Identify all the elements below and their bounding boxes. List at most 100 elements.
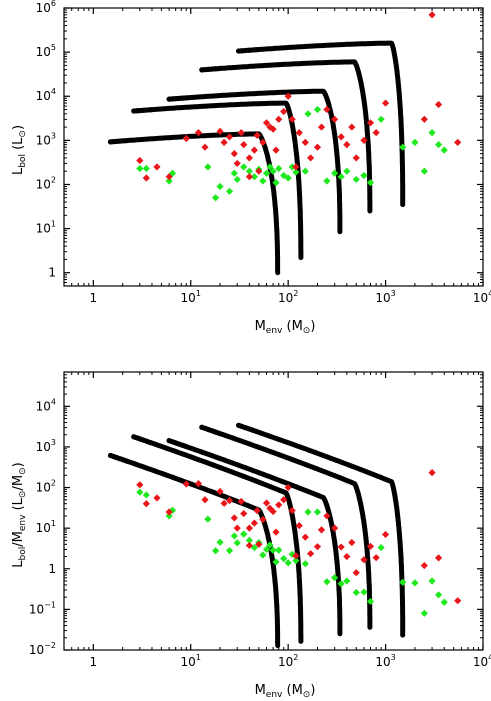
track-point <box>252 47 259 53</box>
x-tick-label: 102 <box>278 289 298 305</box>
x-tick-label: 103 <box>375 653 395 669</box>
green-data-point <box>366 597 375 606</box>
y-tick-label: 10−2 <box>29 641 56 657</box>
green-data-point <box>245 167 253 175</box>
track-point <box>124 458 130 464</box>
red-data-point <box>292 163 300 171</box>
red-data-point <box>250 519 258 527</box>
red-data-point <box>295 128 303 137</box>
green-data-point <box>245 536 253 544</box>
evolution-track-2 <box>131 434 304 644</box>
red-data-point <box>337 133 345 141</box>
track-point <box>216 65 222 72</box>
data-layer <box>107 422 462 649</box>
green-data-point <box>313 508 322 516</box>
green-data-point <box>301 167 309 175</box>
green-data-point <box>352 588 360 597</box>
green-data-point <box>399 578 407 586</box>
red-data-point <box>434 100 443 109</box>
red-data-point <box>434 554 443 562</box>
green-data-point <box>168 506 177 514</box>
red-data-point <box>292 552 300 560</box>
red-data-point <box>360 556 368 564</box>
red-data-point <box>262 499 271 507</box>
green-data-point <box>216 538 224 546</box>
red-data-point <box>255 167 263 175</box>
y-tick-label: 103 <box>36 131 56 147</box>
y-tick-label: 101 <box>36 519 56 535</box>
red-data-point <box>165 508 173 516</box>
red-data-point <box>366 119 375 127</box>
green-data-point <box>284 174 292 182</box>
red-data-point <box>262 119 271 127</box>
green-data-point <box>304 110 312 118</box>
red-data-point <box>255 540 263 548</box>
red-data-point <box>136 156 144 165</box>
green-data-point <box>266 163 274 171</box>
red-data-point <box>323 512 331 520</box>
red-data-point <box>136 481 144 489</box>
y-tick-label: 101 <box>36 220 56 236</box>
green-data-point <box>428 577 436 585</box>
green-data-point <box>440 146 448 154</box>
red-data-point <box>225 496 234 505</box>
green-data-point <box>411 579 419 587</box>
red-data-point <box>420 115 428 123</box>
green-data-point <box>142 164 150 173</box>
evolution-track-3 <box>166 438 343 637</box>
red-data-point <box>420 561 428 570</box>
green-data-point <box>262 545 271 553</box>
red-data-point <box>194 480 203 488</box>
green-data-point <box>136 164 144 173</box>
red-data-point <box>245 541 253 550</box>
green-data-point <box>420 167 428 175</box>
green-data-point <box>212 194 220 202</box>
red-data-point <box>313 543 322 551</box>
x-tick-label: 1 <box>90 655 98 669</box>
green-data-point <box>428 128 436 137</box>
y-tick-label: 103 <box>36 438 56 454</box>
green-data-point <box>269 546 277 554</box>
red-data-point <box>317 123 326 131</box>
green-data-point <box>240 163 248 171</box>
red-data-point <box>233 159 241 168</box>
red-data-point <box>372 128 380 137</box>
green-data-point <box>352 175 360 184</box>
track-point <box>216 430 222 436</box>
red-data-point <box>331 115 339 123</box>
green-data-point <box>411 138 419 146</box>
green-data-point <box>440 598 448 606</box>
red-data-point <box>220 138 228 146</box>
x-axis-title-bottom: Menv (M⊙) <box>255 683 316 700</box>
red-data-point <box>216 487 224 496</box>
red-data-point <box>301 138 309 146</box>
red-data-point <box>428 11 436 19</box>
y-tick-label: 104 <box>36 397 56 413</box>
panel-bottom-luminosity-to-mass: Lbol/Menv (L⊙/M⊙) Menv (M⊙) 1 101 102 103 10… <box>11 371 491 700</box>
green-data-point <box>304 508 312 516</box>
evolution-track-1 <box>108 453 281 649</box>
green-data-point <box>240 530 248 538</box>
red-data-point <box>240 141 248 149</box>
green-data-point <box>204 515 212 523</box>
red-data-point <box>284 483 292 492</box>
red-data-point <box>165 173 173 181</box>
green-data-point <box>377 115 385 123</box>
red-data-point <box>153 494 161 502</box>
green-data-point <box>269 167 277 175</box>
green-data-point <box>399 143 407 151</box>
evolution-track-5 <box>236 422 406 638</box>
red-data-point <box>253 506 261 515</box>
red-data-point <box>269 507 277 516</box>
red-data-point <box>313 143 322 151</box>
red-data-point <box>381 99 390 107</box>
x-tick-label: 1 <box>90 291 98 305</box>
green-data-point <box>313 105 322 114</box>
red-data-point <box>307 550 315 558</box>
track-point <box>148 440 154 446</box>
track-point <box>148 107 154 113</box>
green-data-point <box>288 550 296 558</box>
red-data-point <box>348 538 356 547</box>
green-data-point <box>323 578 331 586</box>
